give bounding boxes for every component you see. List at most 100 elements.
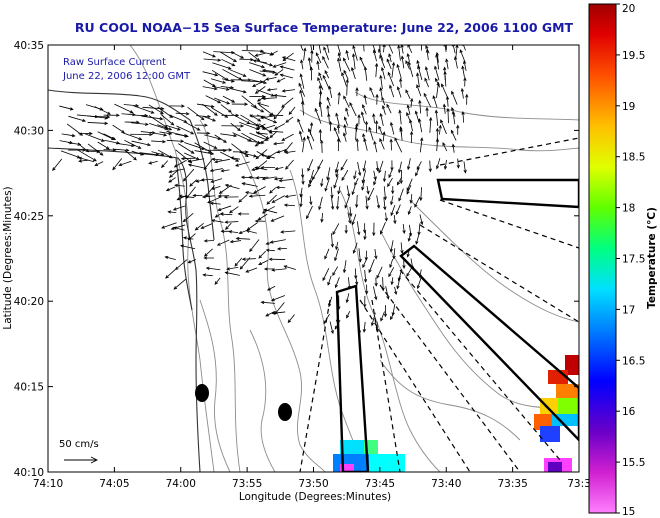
current-vector	[211, 157, 223, 161]
current-vector	[306, 135, 313, 150]
colorbar-tick-label: 16	[622, 406, 636, 418]
current-vector	[306, 205, 313, 220]
current-vector	[211, 219, 224, 223]
current-vector	[284, 150, 296, 155]
current-vector	[256, 102, 269, 107]
current-vector	[361, 179, 365, 191]
current-vector	[334, 248, 339, 262]
current-vector	[372, 113, 376, 124]
current-vector	[318, 45, 322, 54]
current-vector	[157, 124, 173, 131]
current-vector	[165, 186, 176, 192]
radial-line	[371, 299, 401, 472]
current-vector	[380, 311, 385, 322]
current-vector	[52, 158, 63, 172]
current-vector	[103, 148, 117, 152]
current-vector	[214, 158, 230, 164]
current-vector	[275, 185, 286, 190]
current-vector	[374, 277, 378, 287]
boundary-polygons	[335, 178, 579, 472]
current-vector	[456, 158, 460, 169]
current-vector	[396, 275, 401, 290]
current-vector	[396, 86, 402, 98]
current-vector	[445, 95, 450, 107]
current-vector	[265, 76, 277, 81]
current-vector	[124, 139, 142, 149]
current-vector	[463, 161, 467, 174]
current-vector	[307, 159, 314, 172]
current-vector	[205, 266, 221, 271]
dashed-radial-lines	[299, 137, 579, 472]
x-tick-label: 73:55	[232, 478, 262, 490]
current-vector	[224, 271, 240, 276]
current-vector	[337, 45, 341, 54]
current-vector	[317, 77, 324, 91]
current-vector	[241, 182, 258, 187]
current-vector	[378, 160, 384, 174]
current-vector	[270, 215, 285, 222]
y-tick-label: 40:15	[14, 382, 44, 394]
sst-patch	[540, 426, 560, 442]
current-vector	[220, 51, 237, 63]
current-vector	[249, 239, 260, 253]
current-vector	[229, 240, 242, 244]
current-vector	[345, 49, 350, 61]
colorbar-tick-label: 15.5	[622, 457, 645, 469]
current-vector	[332, 266, 339, 277]
current-vector	[362, 257, 368, 269]
current-vector	[368, 126, 374, 141]
current-vector	[271, 311, 286, 315]
current-vector	[370, 312, 376, 327]
current-vector	[300, 59, 304, 70]
current-vector	[417, 65, 423, 81]
current-vector	[202, 86, 218, 91]
contour-line	[379, 229, 579, 408]
current-vector	[341, 169, 349, 182]
current-vector	[168, 114, 188, 123]
current-vector	[300, 45, 304, 51]
current-vector	[392, 248, 396, 260]
current-vector	[221, 124, 245, 128]
current-vector	[310, 49, 314, 63]
current-vector	[241, 257, 257, 261]
current-vector	[369, 86, 375, 98]
current-vector	[409, 119, 413, 132]
current-vector	[375, 161, 380, 172]
current-vector	[329, 321, 334, 335]
current-vector	[387, 71, 395, 87]
current-vector	[172, 205, 186, 211]
current-vector	[287, 314, 295, 324]
radial-line	[419, 224, 579, 323]
current-vector	[373, 140, 378, 153]
coastline-nj	[48, 147, 201, 472]
current-vector	[356, 221, 361, 236]
current-vector	[151, 151, 165, 156]
current-vector	[424, 66, 430, 81]
current-vector	[168, 177, 176, 183]
current-vector	[389, 84, 395, 98]
current-vector	[124, 149, 137, 161]
current-vector	[239, 257, 251, 270]
current-vector	[300, 100, 305, 116]
current-vector	[299, 73, 305, 89]
current-vector	[200, 178, 213, 182]
current-vector	[200, 223, 213, 229]
current-vector	[224, 184, 240, 190]
current-vector	[347, 212, 352, 224]
current-vector	[442, 142, 448, 152]
colorbar-tick-label: 17	[622, 304, 635, 316]
current-vector	[462, 45, 466, 51]
current-vector	[167, 210, 177, 214]
current-vector	[148, 104, 164, 115]
current-vector	[309, 196, 313, 206]
current-vector	[399, 127, 403, 141]
current-vector	[344, 224, 348, 234]
current-vector	[182, 236, 194, 240]
current-vector	[170, 224, 186, 230]
polygon-east	[436, 178, 579, 209]
current-vector	[203, 239, 215, 243]
current-vector	[337, 186, 341, 195]
radial-line	[359, 299, 471, 472]
current-vector	[416, 276, 422, 290]
current-vector	[351, 214, 357, 226]
